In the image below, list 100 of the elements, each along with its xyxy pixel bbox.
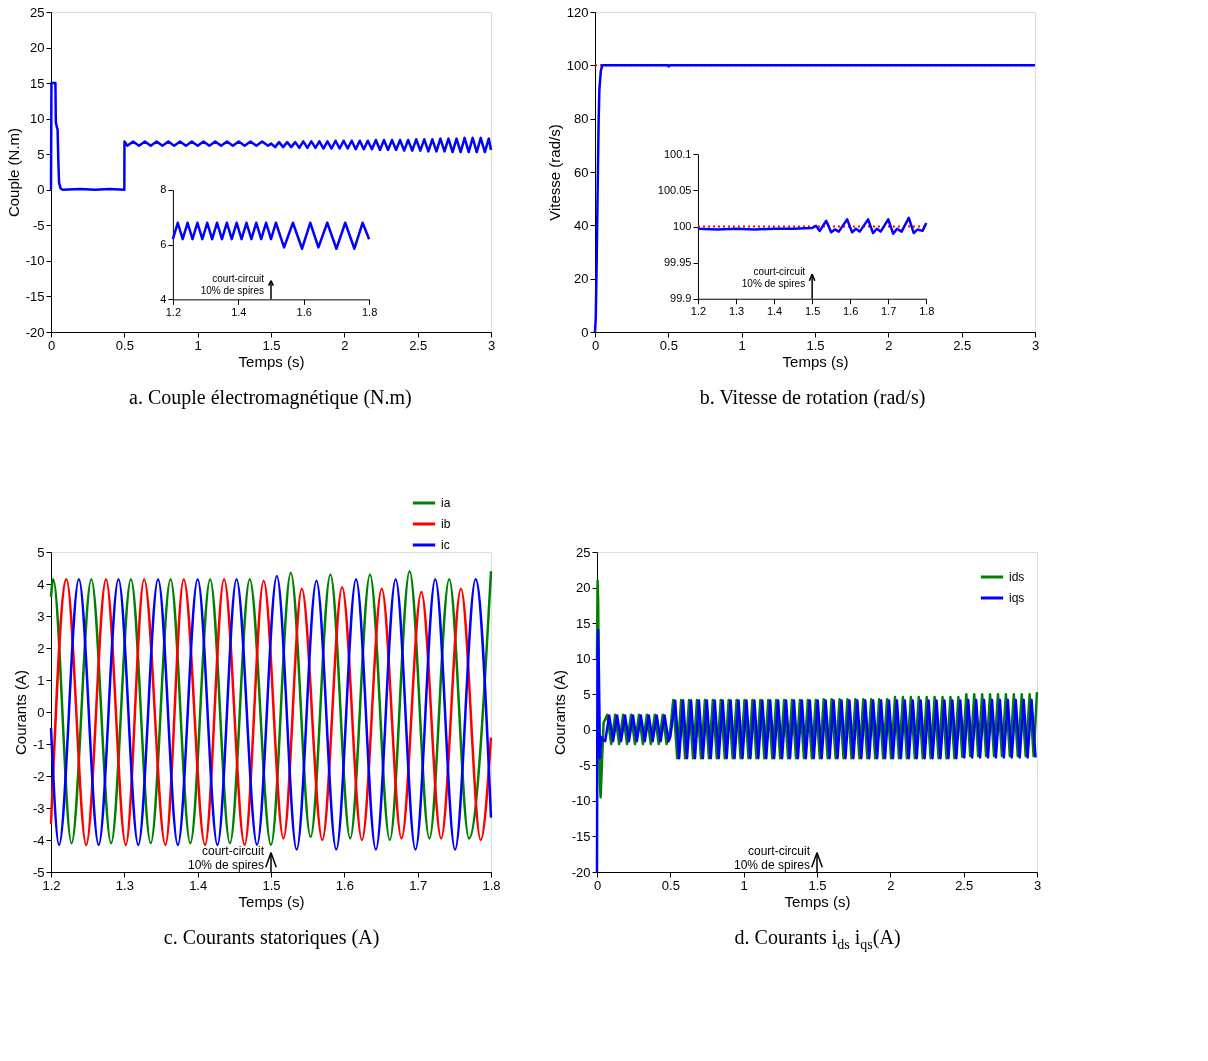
line-series <box>696 216 928 236</box>
y-tick-label: 0 <box>37 704 45 720</box>
x-tick-label: 1.6 <box>296 305 312 318</box>
y-tick-label: 20 <box>576 580 591 596</box>
y-tick-label: 60 <box>574 164 589 180</box>
y-tick-label: 5 <box>37 146 45 162</box>
y-tick-label: 4 <box>37 576 45 592</box>
x-tick-label: 1.4 <box>189 877 208 893</box>
x-axis-title: Temps (s) <box>238 352 305 370</box>
y-tick-label: -2 <box>32 768 45 784</box>
y-tick-label: -3 <box>32 800 45 816</box>
y-tick-label: -20 <box>571 864 591 880</box>
y-tick-label: -5 <box>32 864 45 880</box>
x-tick-label: 1.6 <box>843 305 859 318</box>
x-tick-label: 2 <box>885 337 893 353</box>
y-tick-label: 2 <box>37 640 45 656</box>
x-tick-label: 2.5 <box>409 337 428 353</box>
y-tick-label: 99.95 <box>663 256 692 269</box>
x-tick-label: 1.5 <box>804 305 821 318</box>
legend-label: ids <box>1009 570 1025 584</box>
y-tick-label: 40 <box>574 217 589 233</box>
annotation: court-circuit 10% de spires <box>741 266 806 290</box>
y-tick-label: -15 <box>25 288 45 304</box>
y-tick-label: 99.9 <box>670 292 692 305</box>
y-tick-label: -20 <box>25 324 45 340</box>
x-tick-label: 0 <box>593 877 602 893</box>
y-tick-label: 100.05 <box>657 183 692 196</box>
x-tick-label: 0.5 <box>115 337 134 353</box>
x-tick-label: 1 <box>194 337 202 353</box>
x-tick-label: 1.4 <box>766 305 783 318</box>
x-tick-label: 1.6 <box>335 877 354 893</box>
x-tick-label: 1.5 <box>806 337 825 353</box>
x-tick-label: 3 <box>1031 337 1040 353</box>
x-tick-label: 1.7 <box>409 877 428 893</box>
annotation: court-circuit 10% de spires <box>187 843 265 872</box>
legend-label: iqs <box>1009 591 1025 605</box>
x-tick-label: 0 <box>47 337 56 353</box>
y-tick-label: 6 <box>160 238 167 251</box>
x-tick-label: 2.5 <box>955 877 974 893</box>
y-axis-title: Courants (A) <box>550 669 568 756</box>
annotation: court-circuit 10% de spires <box>733 843 811 872</box>
y-tick-label: 25 <box>30 4 45 20</box>
y-tick-label: 0 <box>37 182 45 198</box>
x-tick-label: 1.7 <box>881 305 897 318</box>
y-tick-label: 8 <box>160 183 167 196</box>
y-tick-label: 3 <box>37 608 45 624</box>
y-tick-label: 10 <box>30 111 45 127</box>
y-axis-title: Couple (N.m) <box>4 127 22 218</box>
y-tick-label: 20 <box>574 271 589 287</box>
x-tick-label: 1 <box>740 877 748 893</box>
y-tick-label: 100.1 <box>663 147 692 160</box>
y-tick-label: -10 <box>25 253 45 269</box>
text: a. Couple électromagnétique (N.m) <box>129 386 412 409</box>
y-tick-label: 4 <box>160 292 167 305</box>
x-tick-label: 2 <box>887 877 895 893</box>
y-tick-label: 20 <box>30 40 45 56</box>
y-tick-label: -10 <box>571 793 591 809</box>
text: b. Vitesse de rotation (rad/s) <box>699 386 926 409</box>
x-tick-label: 1 <box>738 337 746 353</box>
x-tick-label: 1.8 <box>482 877 501 893</box>
y-tick-label: 100 <box>566 57 589 73</box>
x-tick-label: 2 <box>341 337 349 353</box>
y-tick-label: 10 <box>576 651 591 667</box>
x-tick-label: 0.5 <box>661 877 680 893</box>
y-tick-label: 0 <box>583 722 591 738</box>
y-tick-label: -1 <box>32 736 45 752</box>
x-tick-label: 1.5 <box>262 337 281 353</box>
y-axis-title: Courants (A) <box>11 669 29 756</box>
y-tick-label: 25 <box>576 544 591 560</box>
x-tick-label: 1.8 <box>361 305 378 318</box>
x-axis-title: Temps (s) <box>238 892 305 910</box>
y-tick-label: 1 <box>37 672 45 688</box>
y-tick-label: -4 <box>32 832 45 848</box>
x-tick-label: 1.4 <box>231 305 247 318</box>
x-tick-label: 3 <box>487 337 496 353</box>
y-tick-label: 100 <box>673 220 692 233</box>
y-tick-label: 15 <box>30 75 45 91</box>
x-tick-label: 1.5 <box>262 877 281 893</box>
y-tick-label: -5 <box>32 217 45 233</box>
y-tick-label: 120 <box>566 4 589 20</box>
y-tick-label: -5 <box>578 757 591 773</box>
x-axis-title: Temps (s) <box>782 352 849 370</box>
legend-label: ib <box>441 517 451 531</box>
legend-label: ia <box>441 496 451 510</box>
x-tick-label: 1.2 <box>42 877 61 893</box>
y-tick-label: 5 <box>583 686 591 702</box>
x-tick-label: 1.2 <box>165 305 182 318</box>
y-tick-label: 5 <box>37 544 45 560</box>
line-series <box>171 221 371 250</box>
x-tick-label: 3 <box>1033 877 1042 893</box>
x-axis-title: Temps (s) <box>784 892 851 910</box>
x-tick-label: 1.5 <box>808 877 827 893</box>
y-tick-label: 15 <box>576 615 591 631</box>
line-series <box>49 81 493 192</box>
x-tick-label: 0.5 <box>659 337 678 353</box>
annotation: court-circuit 10% de spires <box>200 272 265 296</box>
y-axis-title: Vitesse (rad/s) <box>545 124 563 221</box>
x-tick-label: 1.3 <box>728 305 745 318</box>
y-tick-label: -15 <box>571 828 591 844</box>
y-tick-label: 80 <box>574 111 589 127</box>
